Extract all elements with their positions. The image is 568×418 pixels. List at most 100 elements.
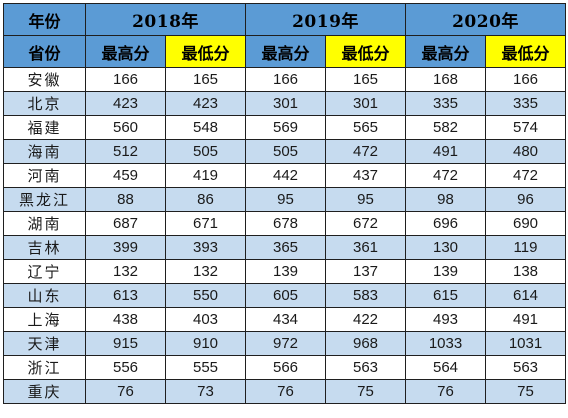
province-cell: 安徽	[3, 67, 86, 92]
province-cell: 上海	[3, 307, 86, 332]
year-header-2020: 2020年	[405, 3, 566, 36]
score-cell-min-2020: 166	[485, 67, 566, 92]
score-cell-min-2020: 96	[485, 187, 566, 212]
province-cell: 福建	[3, 115, 86, 140]
score-cell-min-2019: 563	[325, 355, 406, 380]
table-row: 河南 459 419 442 437 472 472	[3, 163, 566, 188]
province-cell: 北京	[3, 91, 86, 116]
score-cell-min-2018: 555	[165, 355, 246, 380]
score-cell-min-2018: 86	[165, 187, 246, 212]
score-cell-max-2018: 166	[85, 67, 166, 92]
score-cell-min-2019: 672	[325, 211, 406, 236]
score-cell-max-2020: 76	[405, 379, 486, 404]
score-cell-max-2020: 139	[405, 259, 486, 284]
score-cell-max-2020: 472	[405, 163, 486, 188]
score-cell-min-2019: 361	[325, 235, 406, 260]
score-cell-max-2019: 434	[245, 307, 326, 332]
province-cell: 海南	[3, 139, 86, 164]
score-cell-min-2019: 301	[325, 91, 406, 116]
province-cell: 天津	[3, 331, 86, 356]
score-cell-min-2019: 565	[325, 115, 406, 140]
score-table-container: 年份 2018年 2019年 2020年 省份 最高分 最低分 最高分 最低分 …	[3, 3, 566, 404]
table-row: 湖南 687 671 678 672 696 690	[3, 211, 566, 236]
score-cell-min-2019: 95	[325, 187, 406, 212]
score-cell-min-2019: 165	[325, 67, 406, 92]
year-header-2018: 2018年	[85, 3, 246, 36]
score-cell-max-2019: 365	[245, 235, 326, 260]
score-cell-min-2019: 422	[325, 307, 406, 332]
score-table: 年份 2018年 2019年 2020年 省份 最高分 最低分 最高分 最低分 …	[3, 3, 566, 404]
table-row: 山东 613 550 605 583 615 614	[3, 283, 566, 308]
province-cell: 重庆	[3, 379, 86, 404]
score-cell-max-2018: 76	[85, 379, 166, 404]
score-cell-min-2020: 563	[485, 355, 566, 380]
score-cell-max-2018: 88	[85, 187, 166, 212]
year-corner-label: 年份	[3, 3, 86, 36]
province-cell: 山东	[3, 283, 86, 308]
score-cell-max-2019: 301	[245, 91, 326, 116]
score-table-body: 安徽 166 165 166 165 168 166 北京 423 423 301 301 335 335…	[3, 67, 566, 404]
province-cell: 吉林	[3, 235, 86, 260]
score-cell-max-2018: 512	[85, 139, 166, 164]
min-score-header-2019: 最低分	[325, 35, 406, 68]
score-cell-min-2019: 968	[325, 331, 406, 356]
table-row: 安徽 166 165 166 165 168 166	[3, 67, 566, 92]
score-cell-max-2018: 613	[85, 283, 166, 308]
score-cell-min-2020: 480	[485, 139, 566, 164]
score-cell-min-2018: 403	[165, 307, 246, 332]
score-cell-min-2018: 910	[165, 331, 246, 356]
min-score-header-2018: 最低分	[165, 35, 246, 68]
score-cell-max-2020: 168	[405, 67, 486, 92]
score-cell-max-2019: 569	[245, 115, 326, 140]
score-cell-max-2020: 564	[405, 355, 486, 380]
score-cell-min-2020: 574	[485, 115, 566, 140]
score-cell-max-2018: 687	[85, 211, 166, 236]
score-cell-min-2018: 132	[165, 259, 246, 284]
score-cell-min-2018: 73	[165, 379, 246, 404]
score-cell-min-2018: 423	[165, 91, 246, 116]
score-cell-min-2020: 335	[485, 91, 566, 116]
score-cell-max-2020: 335	[405, 91, 486, 116]
score-cell-min-2018: 165	[165, 67, 246, 92]
score-cell-max-2019: 166	[245, 67, 326, 92]
year-header-row: 年份 2018年 2019年 2020年	[3, 3, 566, 36]
score-cell-min-2018: 550	[165, 283, 246, 308]
score-cell-min-2020: 614	[485, 283, 566, 308]
score-cell-min-2018: 548	[165, 115, 246, 140]
table-row: 浙江 556 555 566 563 564 563	[3, 355, 566, 380]
province-cell: 湖南	[3, 211, 86, 236]
min-score-header-2020: 最低分	[485, 35, 566, 68]
score-cell-max-2018: 915	[85, 331, 166, 356]
score-cell-max-2019: 139	[245, 259, 326, 284]
score-cell-min-2019: 437	[325, 163, 406, 188]
score-cell-max-2018: 423	[85, 91, 166, 116]
score-cell-max-2019: 505	[245, 139, 326, 164]
table-row: 辽宁 132 132 139 137 139 138	[3, 259, 566, 284]
score-cell-min-2019: 75	[325, 379, 406, 404]
score-cell-max-2020: 1033	[405, 331, 486, 356]
score-cell-min-2018: 671	[165, 211, 246, 236]
score-cell-max-2020: 130	[405, 235, 486, 260]
table-row: 天津 915 910 972 968 1033 1031	[3, 331, 566, 356]
table-row: 重庆 76 73 76 75 76 75	[3, 379, 566, 404]
score-cell-max-2020: 491	[405, 139, 486, 164]
max-score-header-2019: 最高分	[245, 35, 326, 68]
score-cell-max-2019: 442	[245, 163, 326, 188]
score-cell-min-2020: 690	[485, 211, 566, 236]
province-cell: 浙江	[3, 355, 86, 380]
table-row: 福建 560 548 569 565 582 574	[3, 115, 566, 140]
score-cell-min-2019: 472	[325, 139, 406, 164]
score-cell-max-2020: 98	[405, 187, 486, 212]
table-row: 北京 423 423 301 301 335 335	[3, 91, 566, 116]
score-cell-min-2020: 472	[485, 163, 566, 188]
score-cell-min-2018: 393	[165, 235, 246, 260]
score-cell-max-2019: 76	[245, 379, 326, 404]
table-row: 上海 438 403 434 422 493 491	[3, 307, 566, 332]
max-score-header-2020: 最高分	[405, 35, 486, 68]
score-cell-max-2020: 582	[405, 115, 486, 140]
score-cell-min-2019: 583	[325, 283, 406, 308]
year-header-2019: 2019年	[245, 3, 406, 36]
score-cell-min-2020: 1031	[485, 331, 566, 356]
score-cell-max-2019: 95	[245, 187, 326, 212]
score-cell-min-2020: 119	[485, 235, 566, 260]
